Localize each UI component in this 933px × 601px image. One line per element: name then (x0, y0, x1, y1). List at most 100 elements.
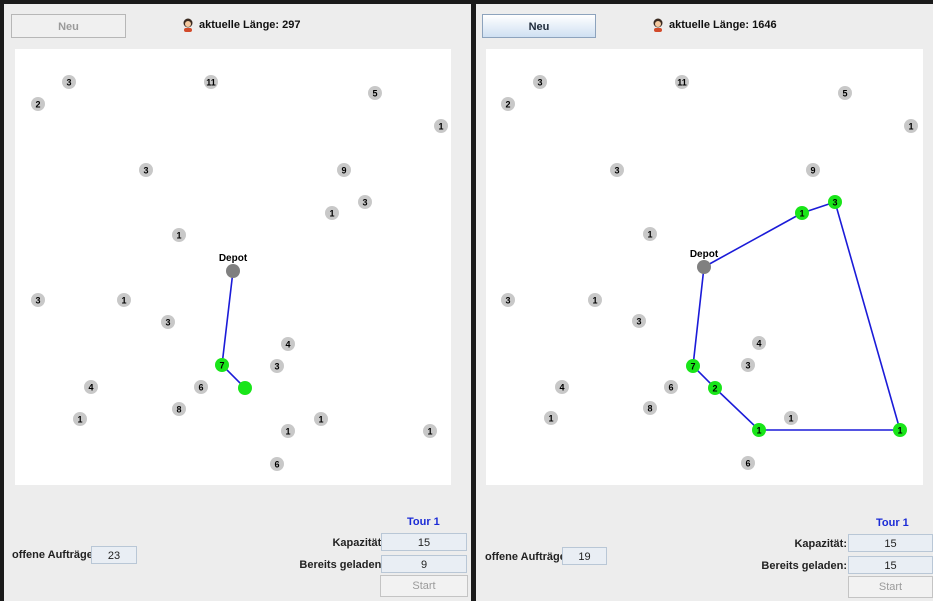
customer-node[interactable]: 3 (161, 315, 175, 329)
loaded-field: 9 (381, 555, 467, 573)
customer-node[interactable]: 3 (31, 293, 45, 307)
customer-node[interactable]: 1 (281, 424, 295, 438)
capacity-label: Kapazität: (332, 537, 385, 549)
customer-node[interactable]: 3 (741, 358, 755, 372)
open-orders-label: offene Aufträge: (485, 551, 570, 563)
customer-node[interactable]: 3 (139, 163, 153, 177)
customer-node[interactable]: 2 (708, 381, 722, 395)
customer-node[interactable]: 2 (31, 97, 45, 111)
loaded-label: Bereits geladen: (299, 559, 385, 571)
customer-node[interactable]: 5 (838, 86, 852, 100)
customer-node[interactable]: 4 (752, 336, 766, 350)
customer-node[interactable]: 8 (643, 401, 657, 415)
customer-node[interactable]: 1 (434, 119, 448, 133)
customer-demand-label: 3 (143, 166, 148, 176)
loaded-field: 15 (848, 556, 933, 574)
current-length-text: aktuelle Länge: 1646 (669, 19, 777, 31)
customer-demand-label: 1 (592, 296, 597, 306)
customer-node[interactable]: 11 (204, 75, 218, 89)
customer-node[interactable]: 3 (501, 293, 515, 307)
customer-node[interactable]: 4 (555, 380, 569, 394)
customer-demand-label: 4 (88, 383, 93, 393)
customer-demand-label: 1 (438, 122, 443, 132)
customer-node[interactable]: 8 (172, 402, 186, 416)
capacity-field[interactable]: 15 (848, 534, 933, 552)
customer-node[interactable]: 6 (194, 380, 208, 394)
customer-node[interactable]: 1 (904, 119, 918, 133)
customer-demand-label: 1 (176, 231, 181, 241)
customer-demand-label: 6 (668, 383, 673, 393)
customer-node[interactable]: 4 (281, 337, 295, 351)
customer-node[interactable]: 1 (325, 206, 339, 220)
customer-node[interactable]: 9 (337, 163, 351, 177)
tour-title: Tour 1 (876, 517, 909, 529)
customer-node[interactable]: 3 (632, 314, 646, 328)
customer-node[interactable]: 1 (73, 412, 87, 426)
customer-node[interactable]: 3 (358, 195, 372, 209)
customer-node[interactable]: 6 (270, 457, 284, 471)
map-canvas[interactable]: Depot 3 2 11 5 1 3 9 3 1 1 3 1 3 4 3 7 2 4 6 8 1 1 1 1 6 (486, 49, 923, 485)
customer-node[interactable]: 7 (215, 358, 229, 372)
person-icon (183, 18, 193, 32)
customer-demand-label: 9 (341, 166, 346, 176)
customer-node[interactable]: 3 (270, 359, 284, 373)
depot-node[interactable] (697, 260, 711, 274)
new-button[interactable]: Neu (482, 14, 596, 38)
customer-node[interactable]: 1 (172, 228, 186, 242)
customer-node[interactable]: 4 (84, 380, 98, 394)
customer-demand-label: 4 (756, 339, 761, 349)
customer-demand-label: 4 (285, 340, 290, 350)
customer-node[interactable]: 1 (784, 411, 798, 425)
customer-node[interactable] (238, 381, 252, 395)
customer-node[interactable]: 5 (368, 86, 382, 100)
customer-node[interactable]: 1 (544, 411, 558, 425)
customer-demand-label: 7 (219, 361, 224, 371)
customer-node[interactable]: 11 (675, 75, 689, 89)
customer-node[interactable]: 3 (610, 163, 624, 177)
customer-demand-label: 3 (537, 78, 542, 88)
customer-demand-label: 11 (677, 78, 687, 88)
customer-demand-label: 1 (908, 122, 913, 132)
customer-node[interactable]: 1 (314, 412, 328, 426)
customer-demand-label: 3 (745, 361, 750, 371)
start-button[interactable]: Start (380, 575, 468, 597)
depot-label: Depot (219, 253, 248, 264)
customer-node[interactable]: 1 (643, 227, 657, 241)
customer-demand-label: 1 (329, 209, 334, 219)
customer-demand-label: 2 (35, 100, 40, 110)
customer-demand-label: 3 (832, 198, 837, 208)
customer-demand-label: 3 (362, 198, 367, 208)
customer-node[interactable]: 9 (806, 163, 820, 177)
loaded-label: Bereits geladen: (761, 560, 847, 572)
customer-node[interactable]: 1 (893, 423, 907, 437)
customer-node[interactable]: 1 (423, 424, 437, 438)
customer-demand-label: 2 (712, 384, 717, 394)
customer-demand-label: 4 (559, 383, 564, 393)
customer-node[interactable]: 1 (795, 206, 809, 220)
customer-node[interactable]: 3 (62, 75, 76, 89)
customer-demand-label: 3 (614, 166, 619, 176)
customer-demand-label: 3 (274, 362, 279, 372)
current-length: aktuelle Länge: 297 (182, 18, 301, 32)
customer-node[interactable]: 1 (588, 293, 602, 307)
map-canvas[interactable]: Depot 3 2 11 5 1 3 9 3 1 1 3 1 3 4 3 7 4 6 8 1 1 1 1 6 (15, 49, 451, 485)
capacity-field[interactable]: 15 (381, 533, 467, 551)
new-button[interactable]: Neu (11, 14, 126, 38)
customer-node[interactable]: 6 (741, 456, 755, 470)
customer-node[interactable]: 1 (117, 293, 131, 307)
customer-node[interactable]: 2 (501, 97, 515, 111)
customer-node[interactable]: 3 (828, 195, 842, 209)
depot-node[interactable] (226, 264, 240, 278)
customer-demand-label: 11 (206, 78, 216, 88)
customer-demand-label: 1 (788, 414, 793, 424)
customer-node[interactable]: 1 (752, 423, 766, 437)
customer-node[interactable]: 7 (686, 359, 700, 373)
customer-node[interactable]: 3 (533, 75, 547, 89)
customer-demand-label: 3 (165, 318, 170, 328)
customer-demand-label: 9 (810, 166, 815, 176)
tour-panel-left: Neu aktuelle Länge: 297 Depot 3 2 11 5 1 3 9 3 1 1… (4, 4, 471, 601)
start-button[interactable]: Start (848, 576, 933, 598)
customer-node[interactable]: 6 (664, 380, 678, 394)
